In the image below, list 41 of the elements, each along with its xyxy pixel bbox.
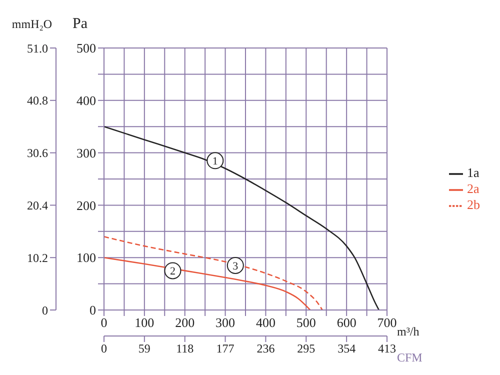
- x2-tick-label: 354: [338, 342, 356, 356]
- x-tick-label: 700: [377, 315, 397, 330]
- x-tick-label: 400: [256, 315, 276, 330]
- line-series: [104, 236, 323, 310]
- x2-tick-label: 59: [138, 342, 150, 356]
- y-tick-label: 100: [76, 250, 96, 266]
- y2-axis-title: mmH₂O: [12, 17, 52, 31]
- x2-tick-label: 0: [101, 342, 107, 356]
- x2-tick-label: 118: [176, 342, 194, 356]
- y2-tick-label: 10.2: [27, 250, 48, 265]
- x-tick-label: 200: [175, 315, 195, 330]
- legend-label: 2a: [467, 180, 480, 196]
- y2-tick-label: 51.0: [27, 41, 48, 56]
- x2-tick-label: 177: [216, 342, 234, 356]
- x2-axis-title: CFM: [397, 350, 423, 364]
- y2-tick-label: 30.6: [27, 146, 48, 160]
- y2-tick-label: 20.4: [27, 198, 48, 212]
- legend-label: 1a: [467, 164, 480, 180]
- y-tick-label: 0: [90, 302, 96, 318]
- y-tick-label: 300: [76, 145, 96, 160]
- y2-tick-label: 40.8: [27, 94, 48, 108]
- y-axis-title: Pa: [72, 16, 88, 32]
- y2-tick-label: 0: [42, 303, 48, 318]
- x-tick-label: 600: [336, 315, 356, 330]
- annotation: 2: [170, 266, 176, 278]
- x2-tick-label: 413: [378, 342, 396, 356]
- x-tick-label: 300: [216, 315, 236, 330]
- x2-tick-label: 295: [297, 342, 316, 356]
- x-tick-label: 500: [296, 315, 316, 330]
- x-axis-title: m³/h: [397, 324, 420, 338]
- x-tick-label: 100: [134, 315, 154, 330]
- y-tick-label: 500: [76, 40, 96, 56]
- x2-tick-label: 236: [256, 342, 275, 356]
- x-tick-label: 0: [100, 315, 108, 330]
- line-series: [104, 126, 380, 310]
- y-tick-label: 400: [76, 93, 96, 108]
- annotation: 3: [232, 260, 239, 272]
- legend-label: 2b: [467, 197, 480, 212]
- y-tick-label: 200: [76, 198, 96, 213]
- annotation: 1: [212, 156, 218, 168]
- line-series: [104, 256, 311, 310]
